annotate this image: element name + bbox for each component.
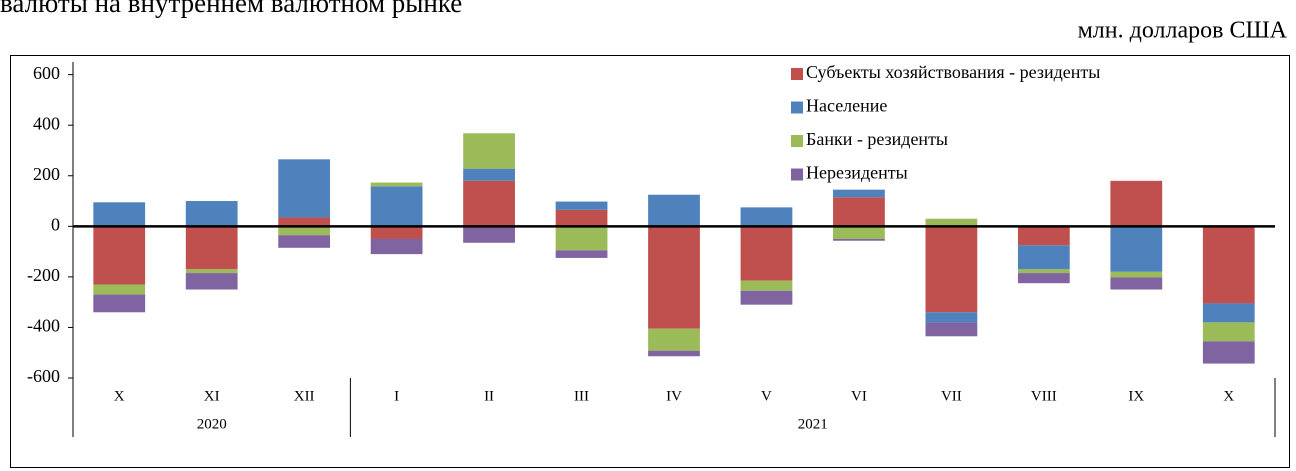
bar-segment	[93, 284, 146, 295]
bar-segment	[833, 226, 885, 239]
bar-segment	[185, 226, 238, 270]
bar-segment	[93, 202, 146, 227]
bar-segment	[463, 180, 515, 227]
bar-segment	[833, 197, 885, 227]
x-tick-label: IX	[1128, 388, 1144, 404]
bar-segment	[370, 226, 423, 239]
bar-segment	[555, 201, 608, 210]
bar-segment	[1202, 226, 1255, 304]
bar-segment	[185, 269, 238, 274]
bar-segment	[278, 159, 331, 218]
bar-segment	[1110, 226, 1163, 272]
bar-segment	[740, 207, 793, 227]
bar-segment	[1017, 226, 1070, 246]
bar-segment	[1110, 277, 1163, 290]
x-tick-label: V	[761, 388, 772, 404]
y-tick-label: 600	[33, 63, 60, 83]
x-tick-label: I	[394, 388, 399, 404]
bar-segment	[648, 194, 700, 227]
bar-segment	[1202, 322, 1255, 342]
plot-frame	[10, 55, 1290, 468]
bar-segment	[463, 133, 515, 169]
bar-segment	[925, 218, 978, 227]
y-tick-label: 400	[33, 113, 60, 133]
bar-segment	[1110, 180, 1163, 227]
y-tick-label: -400	[27, 316, 60, 336]
bar-segment	[833, 238, 885, 241]
bar-segment	[1110, 271, 1163, 278]
bar-segment	[555, 226, 608, 251]
bar-segment	[185, 273, 238, 290]
bar-segment	[370, 182, 423, 187]
bar-segment	[555, 209, 608, 227]
bar-segment	[278, 235, 331, 248]
bar-segment	[93, 294, 146, 313]
legend-label: Население	[806, 96, 887, 116]
x-tick-label: XII	[294, 388, 315, 404]
legend-swatch	[791, 168, 803, 181]
y-tick-label: 200	[33, 164, 60, 184]
bar-segment	[833, 189, 885, 198]
x-tick-label: II	[484, 388, 494, 404]
y-tick-label: -600	[27, 366, 60, 386]
x-tick-label: VII	[941, 388, 962, 404]
x-tick-label: III	[574, 388, 589, 404]
group-label: 2020	[197, 416, 227, 432]
legend-swatch	[791, 68, 803, 80]
bar-segment	[93, 226, 146, 285]
legend-swatch	[791, 135, 803, 147]
bar-segment	[463, 226, 515, 243]
bar-segment	[648, 350, 700, 357]
bar-segment	[740, 290, 793, 305]
chart-title: валюты на внутреннем валютном рынке	[0, 0, 462, 18]
x-tick-label: XI	[204, 388, 220, 404]
bar-segment	[1202, 341, 1255, 364]
bar-segment	[370, 238, 423, 255]
legend-label: Субъекты хозяйствования - резиденты	[806, 62, 1100, 82]
bar-segment	[925, 226, 978, 313]
y-tick-label: 0	[51, 214, 60, 234]
legend-swatch	[791, 101, 803, 114]
bar-segment	[740, 280, 793, 291]
bar-segment	[463, 168, 515, 181]
legend-label: Нерезиденты	[806, 163, 908, 183]
legend-label: Банки - резиденты	[806, 129, 948, 149]
group-label: 2021	[798, 416, 828, 432]
bar-segment	[1017, 245, 1070, 270]
x-tick-label: VIII	[1031, 388, 1057, 404]
bar-segment	[185, 201, 238, 227]
bar-segment	[648, 226, 700, 329]
bar-segment	[740, 226, 793, 281]
bar-segment	[925, 322, 978, 337]
bar-segment	[370, 186, 423, 227]
unit-label: млн. долларов США	[1078, 18, 1288, 44]
bar-segment	[555, 250, 608, 258]
bar-segment	[278, 226, 331, 236]
bar-segment	[278, 217, 331, 227]
bar-segment	[1017, 269, 1070, 274]
x-tick-label: X	[1223, 388, 1234, 404]
x-tick-label: VI	[851, 388, 867, 404]
bar-segment	[1017, 273, 1070, 284]
y-tick-label: -200	[27, 265, 60, 285]
bar-segment	[1202, 303, 1255, 323]
bar-segment	[925, 312, 978, 323]
x-tick-label: IV	[666, 388, 682, 404]
x-tick-label: X	[114, 388, 125, 404]
bar-segment	[648, 328, 700, 351]
